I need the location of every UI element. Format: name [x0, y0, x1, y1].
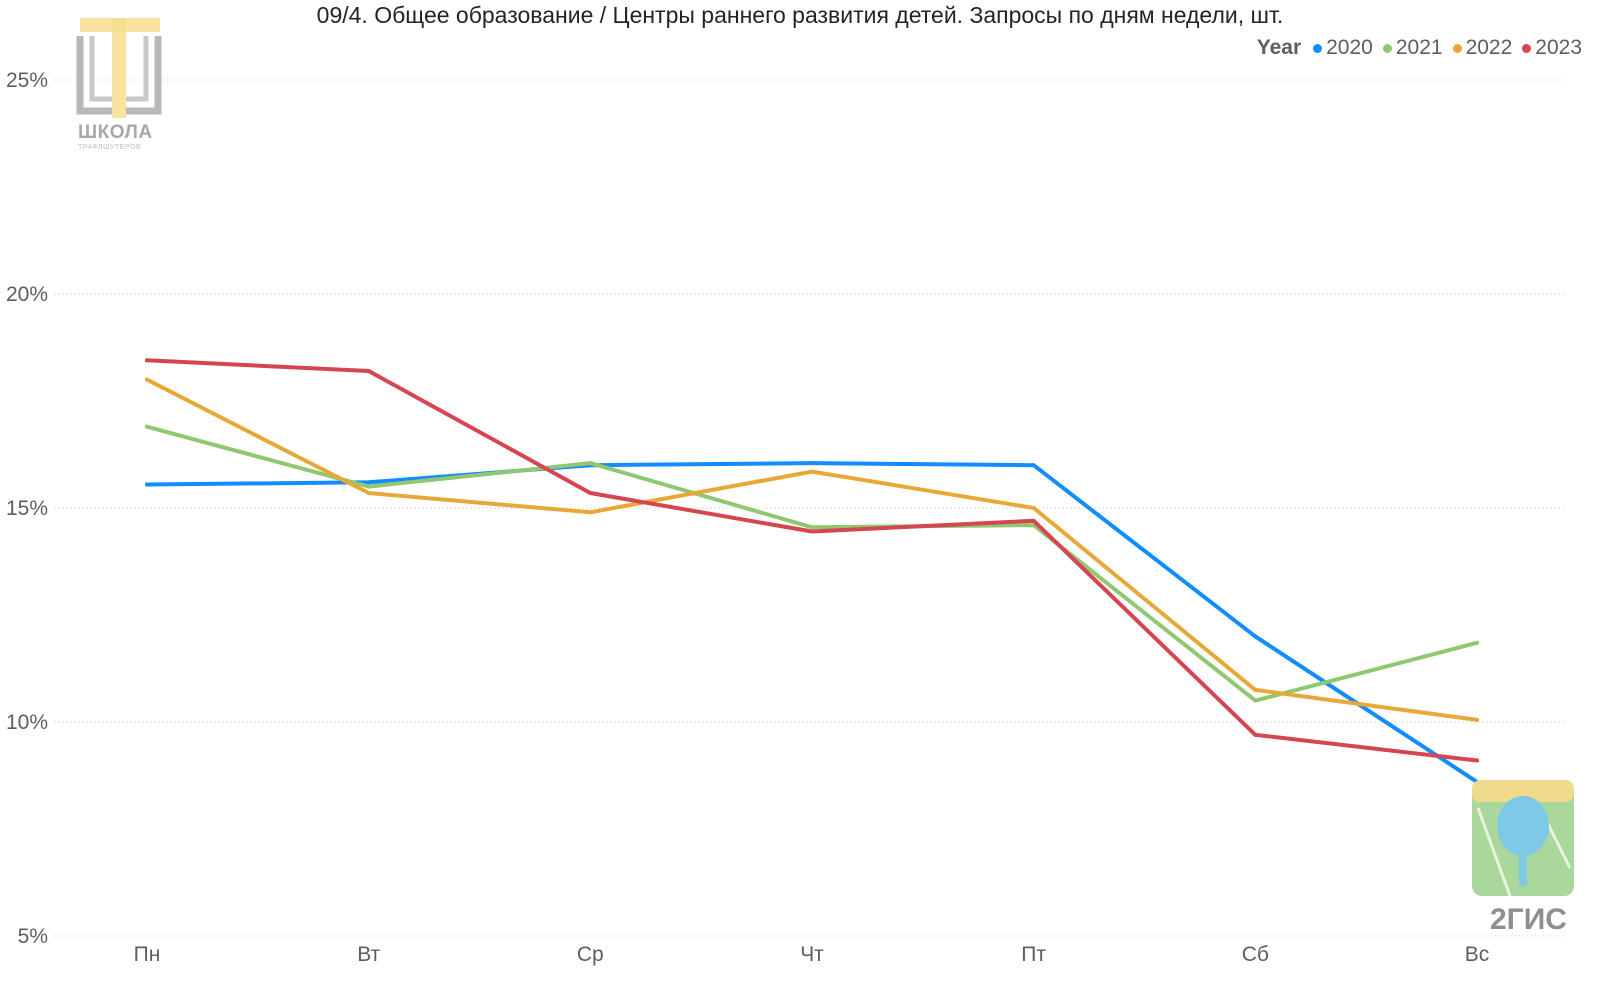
data-point-2021[interactable]	[588, 461, 593, 466]
series-line-2020[interactable]	[145, 461, 1479, 784]
data-point-2022[interactable]	[1253, 687, 1258, 692]
y-tick-label: 20%	[6, 283, 48, 306]
legend-label-2021: 2021	[1395, 36, 1443, 59]
data-point-2023[interactable]	[1253, 732, 1258, 737]
school-logo-text: ШКОЛА	[78, 122, 153, 143]
legend: Year 2020 2021 2022 2023	[1257, 36, 1588, 60]
data-point-2020[interactable]	[1031, 463, 1036, 468]
y-tick-label: 10%	[6, 711, 48, 734]
chart-title: 09/4. Общее образование / Центры раннего…	[316, 2, 1284, 28]
legend-label-2023: 2023	[1535, 36, 1582, 59]
legend-item-2020[interactable]: 2020	[1313, 36, 1373, 60]
data-point-2022[interactable]	[810, 469, 814, 474]
legend-item-2022[interactable]: 2022	[1452, 36, 1513, 60]
legend-dot-2023	[1522, 43, 1532, 53]
data-point-2021[interactable]	[366, 484, 371, 489]
data-point-2021[interactable]	[1253, 698, 1258, 703]
data-point-2023[interactable]	[810, 529, 814, 534]
data-point-2021[interactable]	[145, 424, 149, 429]
x-tick-label: Сб	[1242, 943, 1269, 966]
data-point-2023[interactable]	[145, 358, 149, 363]
x-tick-label: Вт	[357, 943, 380, 966]
data-point-2021[interactable]	[810, 525, 814, 530]
data-point-2020[interactable]	[366, 480, 371, 485]
x-tick-label: Чт	[800, 943, 824, 966]
y-tick-label: 5%	[18, 925, 48, 948]
series-line-2023[interactable]	[145, 358, 1479, 763]
2gis-logo-watermark: 2ГИС	[1470, 778, 1580, 936]
legend-dot-2020	[1313, 43, 1323, 53]
legend-label-2022: 2022	[1465, 36, 1513, 59]
data-point-2023[interactable]	[1031, 518, 1036, 523]
data-point-2022[interactable]	[588, 510, 593, 515]
x-axis: Пн Вт Ср Чт Пт Сб Вс	[134, 943, 1490, 966]
series-line-2022[interactable]	[145, 377, 1479, 722]
y-tick-label: 25%	[6, 69, 48, 92]
x-tick-label: Ср	[577, 943, 604, 966]
legend-label-2020: 2020	[1326, 36, 1373, 59]
school-logo-watermark: ШКОЛА ТРАФЛШУТЕРОВ	[72, 16, 162, 151]
y-tick-label: 15%	[6, 497, 48, 520]
legend-item-2023[interactable]: 2023	[1522, 36, 1582, 60]
data-point-2021[interactable]	[1475, 640, 1479, 645]
x-tick-label: Пт	[1021, 943, 1046, 966]
school-logo-subtext: ТРАФЛШУТЕРОВ	[78, 144, 142, 151]
x-tick-label: Вс	[1465, 943, 1490, 966]
data-point-2022[interactable]	[1031, 506, 1036, 510]
data-point-2023[interactable]	[1475, 758, 1479, 763]
data-point-2022[interactable]	[366, 491, 371, 496]
series-line-2021[interactable]	[145, 424, 1479, 703]
series-lines	[145, 358, 1479, 784]
2gis-logo-text: 2ГИС	[1490, 903, 1567, 936]
2gis-logo-icon	[1472, 780, 1574, 897]
gridlines	[55, 79, 1565, 937]
y-axis: 5% 10% 15% 20% 25%	[6, 69, 48, 948]
data-point-2020[interactable]	[810, 461, 814, 466]
data-point-2023[interactable]	[588, 491, 593, 496]
legend-item-2021[interactable]: 2021	[1382, 36, 1443, 60]
data-point-2020[interactable]	[145, 482, 149, 487]
legend-title: Year	[1256, 36, 1302, 59]
legend-dot-2022	[1452, 43, 1462, 53]
data-point-2022[interactable]	[1475, 717, 1479, 722]
school-logo-icon	[76, 18, 162, 118]
data-point-2020[interactable]	[1253, 634, 1258, 639]
legend-dot-2021	[1382, 43, 1392, 53]
x-tick-label: Пн	[134, 943, 161, 966]
data-point-2023[interactable]	[366, 369, 371, 374]
data-point-2022[interactable]	[145, 377, 149, 382]
